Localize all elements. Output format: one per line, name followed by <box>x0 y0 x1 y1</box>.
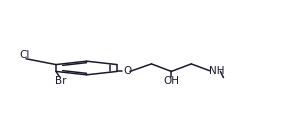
Text: Cl: Cl <box>19 50 30 60</box>
Text: OH: OH <box>163 76 179 86</box>
Text: O: O <box>124 66 132 76</box>
Text: Br: Br <box>55 76 67 86</box>
Text: NH: NH <box>209 66 225 76</box>
